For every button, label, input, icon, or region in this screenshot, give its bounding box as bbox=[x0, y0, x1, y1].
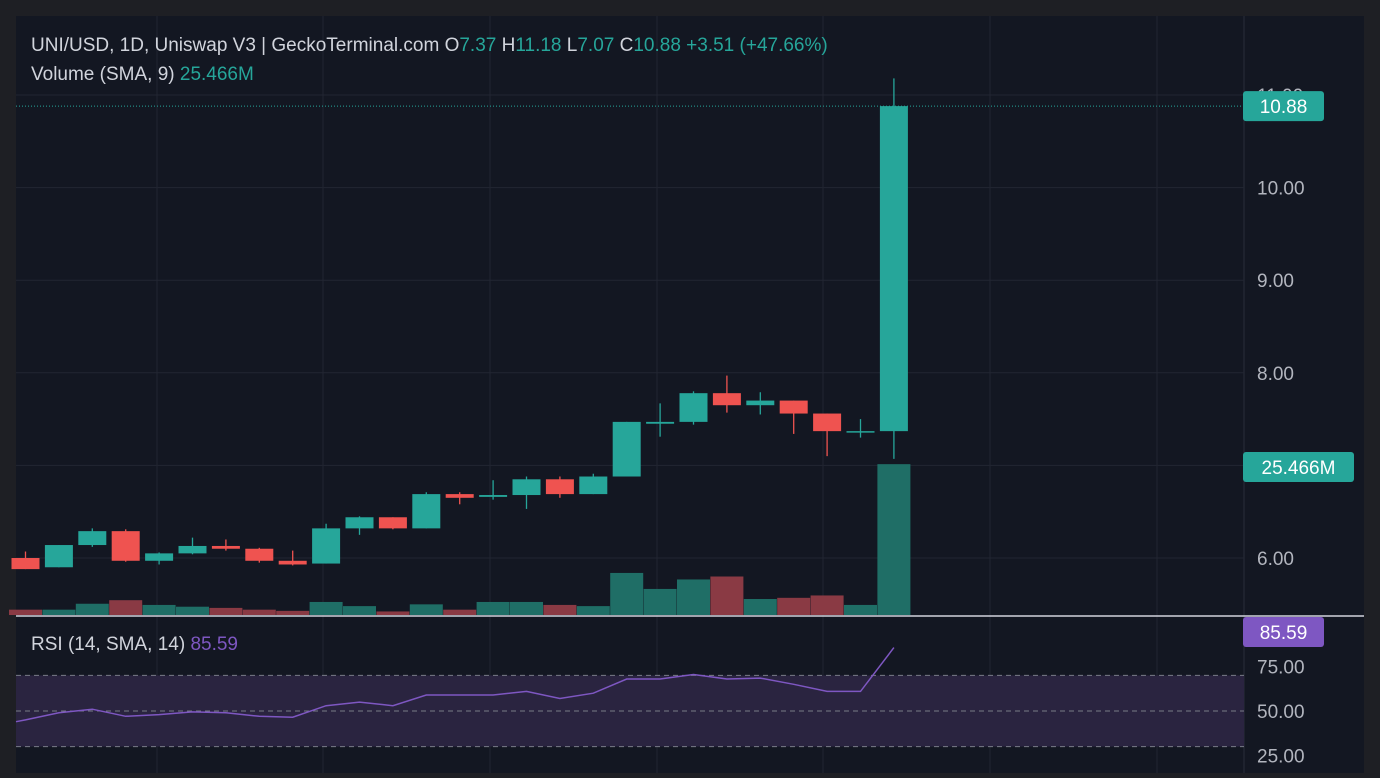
candle-body bbox=[178, 545, 207, 554]
volume-bar bbox=[75, 603, 109, 615]
grid bbox=[16, 16, 1244, 773]
rsi-badge-label: 85.59 bbox=[1260, 623, 1308, 644]
price-tick-label: 8.00 bbox=[1257, 364, 1294, 385]
candle-body bbox=[378, 517, 407, 529]
candle-body bbox=[211, 545, 240, 549]
volume-bar bbox=[176, 606, 209, 615]
rsi-series-line bbox=[15, 647, 895, 723]
volume-badge-label: 25.466M bbox=[1262, 458, 1336, 479]
candle-body bbox=[111, 531, 140, 561]
price-tick-label: 6.00 bbox=[1257, 549, 1294, 570]
candle-body bbox=[779, 400, 808, 414]
candle-body bbox=[846, 431, 875, 433]
volume-bar bbox=[409, 604, 443, 615]
volume-bar bbox=[810, 595, 844, 615]
volume-indicator-label: Volume (SMA, 9) bbox=[31, 64, 180, 85]
rsi-tick-label: 50.00 bbox=[1257, 702, 1305, 723]
volume-bar bbox=[643, 588, 677, 615]
volume-bar bbox=[276, 610, 310, 615]
rsi-line bbox=[15, 647, 895, 723]
legend-rsi-line: RSI (14, SMA, 14) 85.59 bbox=[31, 634, 238, 655]
volume-bar bbox=[42, 609, 76, 615]
open-value: 7.37 bbox=[459, 35, 501, 56]
volume-bars bbox=[9, 464, 911, 615]
volume-bar bbox=[209, 607, 243, 615]
rsi-band bbox=[16, 674, 1244, 748]
last-price-badge bbox=[1243, 91, 1324, 122]
volume-bar bbox=[510, 601, 543, 615]
price-tick-label: 10.00 bbox=[1257, 179, 1305, 200]
volume-bar bbox=[743, 599, 777, 615]
volume-bar bbox=[9, 609, 42, 615]
open-label: O bbox=[445, 35, 460, 56]
low-label: L bbox=[567, 35, 578, 56]
volume-bar bbox=[610, 572, 644, 615]
high-label: H bbox=[502, 35, 516, 56]
volume-bar bbox=[710, 576, 744, 615]
candle-body bbox=[312, 528, 341, 564]
last-price-label: 10.88 bbox=[1260, 97, 1308, 118]
candle-body bbox=[879, 106, 908, 432]
candle-body bbox=[479, 495, 508, 497]
candle-body bbox=[579, 476, 608, 495]
volume-bar bbox=[543, 604, 577, 615]
price-axis[interactable]: 11.0010.009.008.006.0075.0050.0025.0010.… bbox=[1243, 86, 1354, 768]
candle-body bbox=[512, 479, 541, 496]
volume-bar bbox=[777, 597, 811, 615]
close-label: C bbox=[620, 35, 634, 56]
rsi-indicator-value: 85.59 bbox=[190, 634, 238, 655]
volume-bar bbox=[877, 464, 911, 615]
high-value: 11.18 bbox=[515, 35, 566, 56]
candle-body bbox=[746, 400, 775, 406]
volume-bar bbox=[844, 604, 877, 615]
volume-bar bbox=[376, 611, 410, 615]
legend-volume-line: Volume (SMA, 9) 25.466M bbox=[31, 64, 254, 85]
rsi-tick-label: 75.00 bbox=[1257, 658, 1305, 679]
close-value: 10.88 bbox=[633, 35, 686, 56]
candle-body bbox=[679, 393, 708, 422]
candle-body bbox=[145, 553, 174, 561]
candle-body bbox=[712, 393, 741, 406]
low-value: 7.07 bbox=[577, 35, 619, 56]
rsi-tick-label: 25.00 bbox=[1257, 747, 1305, 768]
volume-bar bbox=[576, 606, 610, 615]
candle-body bbox=[278, 560, 307, 565]
candle-body bbox=[813, 413, 842, 432]
volume-bar bbox=[476, 601, 510, 615]
candle-body bbox=[412, 494, 441, 529]
candle-body bbox=[545, 479, 574, 495]
volume-bar bbox=[142, 604, 176, 615]
legend-ohlc-line: UNI/USD, 1D, Uniswap V3 | GeckoTerminal.… bbox=[31, 35, 828, 56]
price-tick-label: 9.00 bbox=[1257, 271, 1294, 292]
change-value: +3.51 (+47.66%) bbox=[686, 35, 828, 56]
volume-bar bbox=[443, 609, 477, 615]
volume-badge bbox=[1243, 452, 1354, 482]
candle-body bbox=[11, 558, 40, 570]
candle-body bbox=[612, 421, 641, 477]
symbol-title: UNI/USD, 1D, Uniswap V3 | GeckoTerminal.… bbox=[31, 35, 445, 56]
legend-header: UNI/USD, 1D, Uniswap V3 | GeckoTerminal.… bbox=[31, 35, 828, 655]
candle-body bbox=[44, 545, 73, 568]
rsi-indicator-label: RSI (14, SMA, 14) bbox=[31, 634, 190, 655]
candle-body bbox=[445, 494, 474, 498]
volume-bar bbox=[677, 579, 710, 615]
candle-body bbox=[245, 548, 274, 561]
candle-body bbox=[646, 421, 675, 424]
candle-body bbox=[78, 531, 107, 546]
rsi-badge bbox=[1243, 617, 1324, 647]
candles bbox=[11, 78, 908, 570]
volume-bar bbox=[242, 609, 276, 615]
volume-bar bbox=[309, 601, 343, 615]
volume-indicator-value: 25.466M bbox=[180, 64, 254, 85]
candle-body bbox=[345, 517, 374, 529]
volume-bar bbox=[109, 600, 143, 615]
volume-bar bbox=[343, 606, 376, 615]
